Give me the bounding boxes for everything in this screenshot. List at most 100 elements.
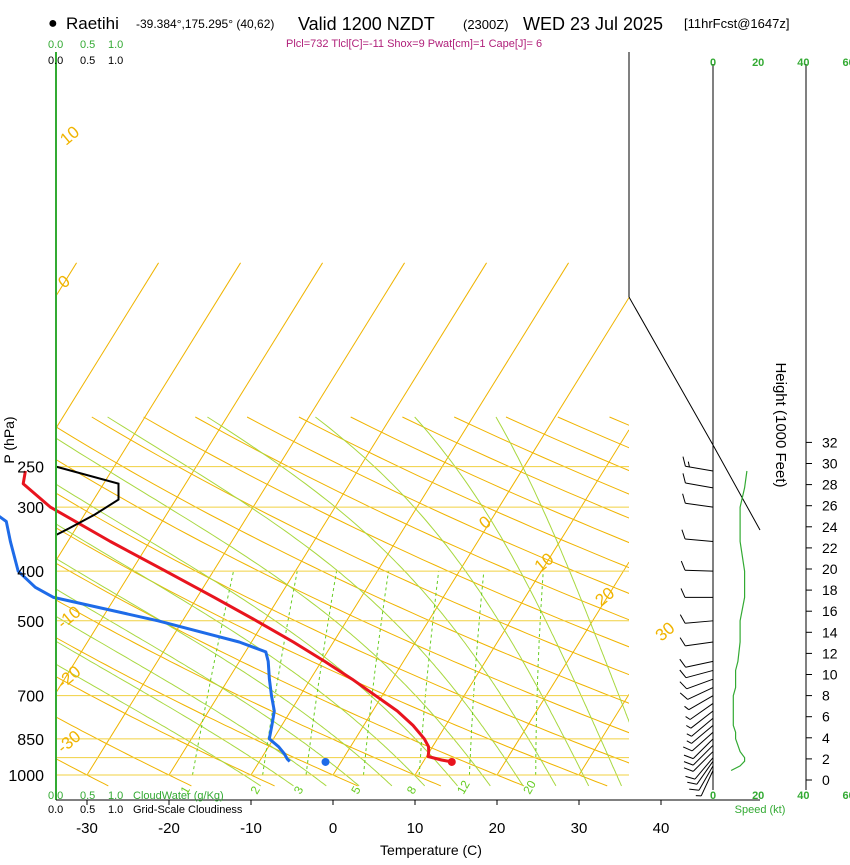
utc-time: (2300Z) (463, 17, 509, 32)
dry-adiabat-140 (454, 417, 850, 786)
wind-barb (685, 642, 713, 646)
pressure-tick-label: 250 (17, 460, 44, 477)
wind-barb-feather (684, 762, 693, 766)
wind-barb-half-feather (687, 734, 692, 737)
height-tick-label: 12 (822, 645, 838, 661)
dry-adiabat-100 (247, 417, 850, 786)
wind-barb-feather (683, 494, 686, 504)
pressure-axis-label: P (hPa) (1, 416, 17, 463)
cloud-water-top-tick: 0.5 (80, 39, 95, 51)
wind-barb-feather (687, 782, 697, 784)
moist-adiabat-28 (207, 417, 556, 786)
forecast-info: [11hrFcst@1647z] (684, 16, 789, 31)
dry-adiabat-170 (610, 417, 850, 786)
speed-top-tick: 20 (752, 57, 764, 69)
wind-barb-half-feather (685, 706, 689, 709)
height-tick-label: 6 (822, 709, 830, 725)
wind-barb-feather (680, 659, 686, 667)
x-tick-label: 20 (489, 820, 506, 837)
wind-panel: 00202040406060Speed (kt)0246810121416182… (680, 57, 850, 816)
height-tick-label: 30 (822, 456, 838, 472)
speed-bottom-tick: 40 (797, 790, 809, 802)
moist-adiabat-20 (23, 417, 490, 786)
wind-barb-half-feather (686, 726, 691, 729)
cloudiness-label: Grid-Scale Cloudiness (133, 804, 243, 816)
speed-bottom-tick: 20 (752, 790, 764, 802)
wind-barb (685, 539, 713, 541)
moist-adiabat-40 (496, 417, 654, 786)
wind-barb-feather (680, 682, 687, 689)
height-tick-label: 8 (822, 688, 830, 704)
isotherm-label: 0 (54, 271, 73, 292)
pressure-tick-label: 700 (17, 689, 44, 706)
clipped-grid (0, 263, 850, 786)
height-tick-label: 16 (822, 603, 838, 619)
wind-barb-feather (684, 768, 693, 772)
speed-bottom-tick: 0 (710, 790, 716, 802)
cloudiness-top-tick: 0.0 (48, 55, 63, 67)
moist-adiabat--4 (0, 417, 294, 786)
x-tick-label: -30 (76, 820, 98, 837)
station-coords: -39.384°,175.295° (40,62) (136, 17, 274, 31)
speed-top-tick: 0 (710, 57, 716, 69)
wind-barb-feather (689, 789, 699, 790)
speed-bottom-tick: 60 (842, 790, 850, 802)
wind-barb (692, 718, 713, 736)
wind-barb (687, 679, 713, 689)
mixing-ratio-label: 8 (404, 783, 420, 796)
surface-dewpoint-marker (322, 758, 330, 766)
dry-adiabat-110 (299, 417, 850, 786)
speed-axis-label: Speed (kt) (735, 804, 786, 816)
tropopause-line (629, 297, 760, 530)
wind-barb (685, 503, 713, 507)
surface-temperature-marker (448, 758, 456, 766)
wind-barb-feather (682, 530, 685, 539)
dry-adiabat--30 (0, 417, 108, 786)
cloud-water-top-tick: 1.0 (108, 39, 123, 51)
x-tick-label: -20 (158, 820, 180, 837)
mixing-ratio-label: 3 (291, 783, 307, 796)
mixing-ratio-label: 20 (520, 778, 539, 797)
isotherm-label: -10 (53, 602, 84, 632)
cloud-water-bottom-tick: 0.5 (80, 790, 95, 802)
station-name: Raetihi (66, 14, 119, 33)
isotherm-label: 30 (652, 618, 679, 645)
cloud-water-bottom-tick: 0.0 (48, 790, 63, 802)
mixing-ratio-5 (364, 571, 389, 775)
cloud-water-bottom-tick: 1.0 (108, 790, 123, 802)
isotherm-label: -20 (53, 662, 84, 692)
height-tick-label: 10 (822, 667, 838, 683)
wind-barb-feather (683, 747, 692, 751)
height-tick-label: 0 (822, 772, 830, 788)
wind-barb-half-feather (687, 741, 692, 744)
wind-barb (692, 725, 713, 743)
station-bullet: ● (48, 15, 58, 32)
valid-time: Valid 1200 NZDT (298, 14, 435, 34)
wind-barb (686, 670, 713, 677)
wind-barb-feather (680, 615, 685, 624)
wind-barb (686, 661, 713, 667)
height-tick-label: 32 (822, 434, 838, 450)
dry-adiabat-0 (0, 417, 358, 786)
dry-adiabat-150 (506, 417, 850, 786)
height-tick-label: 14 (822, 624, 838, 640)
wind-barb-feather (683, 473, 685, 483)
wind-barb (685, 466, 713, 471)
speed-top-tick: 60 (842, 57, 850, 69)
moist-adiabat-4 (0, 417, 359, 786)
wind-barb-half-feather (686, 717, 691, 720)
speed-top-tick: 40 (797, 57, 809, 69)
cloud-water-top-tick: 0.0 (48, 39, 63, 51)
height-tick-label: 24 (822, 519, 838, 535)
height-tick-label: 22 (822, 540, 838, 556)
wind-barb-feather (680, 670, 686, 678)
wind-barb-feather (686, 776, 696, 779)
x-tick-label: 30 (571, 820, 588, 837)
wind-barb-feather (680, 693, 687, 700)
dry-adiabat-70 (92, 417, 850, 786)
isotherm-label: 10 (531, 549, 558, 576)
